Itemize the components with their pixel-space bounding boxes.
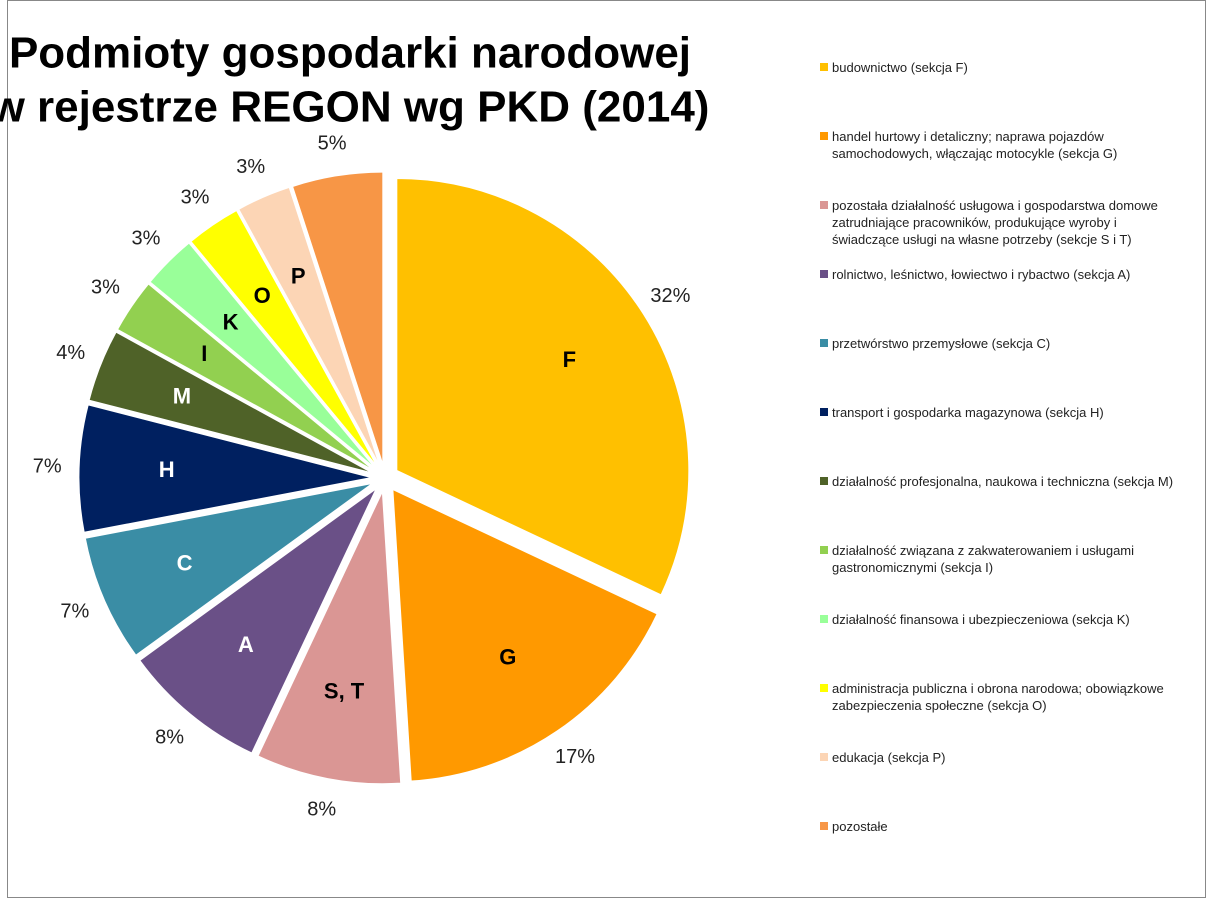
legend-label: działalność finansowa i ubezpieczeniowa …: [832, 612, 1130, 627]
slice-code: A: [238, 632, 254, 657]
data-label: 5%: [318, 132, 347, 154]
slice-code: H: [159, 457, 175, 482]
legend-swatch: [820, 339, 828, 347]
pie-slice: [149, 242, 376, 469]
data-label: 4%: [56, 342, 85, 364]
slice-code: C: [177, 551, 193, 576]
slice-code: I: [201, 341, 207, 366]
pie-slice: [139, 488, 377, 754]
slice-code: G: [499, 644, 516, 669]
pie-slice: [291, 171, 384, 465]
legend-item: pozostałe: [820, 818, 1180, 835]
legend-swatch: [820, 615, 828, 623]
legend-swatch: [820, 684, 828, 692]
legend-item: handel hurtowy i detaliczny; naprawa poj…: [820, 128, 1180, 162]
legend-swatch: [820, 477, 828, 485]
pie-slice: [190, 209, 378, 467]
legend-label: działalność profesjonalna, naukowa i tec…: [832, 474, 1174, 489]
legend-swatch: [820, 753, 828, 761]
legend-label: przetwórstwo przemysłowe (sekcja C): [832, 336, 1051, 351]
legend-label: pozostałe: [832, 819, 888, 834]
chart-title: Podmioty gospodarki narodowej: [9, 29, 691, 78]
pie-slice: [257, 491, 402, 785]
slice-code: M: [173, 383, 191, 408]
pie-slice: [88, 331, 373, 474]
data-label: 3%: [132, 227, 161, 249]
legend-label: edukacja (sekcja P): [832, 750, 946, 765]
legend-swatch: [820, 201, 828, 209]
legend-item: pozostała działalność usługowa i gospoda…: [820, 197, 1180, 248]
slice-code: F: [563, 347, 576, 372]
data-label: 8%: [155, 727, 184, 749]
legend-label: transport i gospodarka magazynowa (sekcj…: [832, 405, 1104, 420]
data-label: 3%: [236, 156, 265, 178]
legend-swatch: [820, 270, 828, 278]
legend-swatch: [820, 408, 828, 416]
pie-slice: [392, 488, 658, 782]
chart-title: w rejestrze REGON wg PKD (2014): [0, 83, 709, 132]
slice-code: K: [223, 309, 239, 334]
legend-label: pozostała działalność usługowa i gospoda…: [832, 198, 1158, 247]
legend-label: rolnictwo, leśnictwo, łowiectwo i rybact…: [832, 267, 1131, 282]
legend-item: działalność związana z zakwaterowaniem i…: [820, 542, 1180, 576]
legend-item: edukacja (sekcja P): [820, 749, 1180, 766]
legend-swatch: [820, 63, 828, 71]
legend-item: przetwórstwo przemysłowe (sekcja C): [820, 335, 1180, 352]
legend-item: transport i gospodarka magazynowa (sekcj…: [820, 404, 1180, 421]
legend-swatch: [820, 132, 828, 140]
legend-item: budownictwo (sekcja F): [820, 59, 1180, 76]
data-label: 32%: [650, 285, 690, 307]
slice-code: S, T: [324, 678, 365, 703]
data-label: 7%: [60, 601, 89, 623]
legend-item: rolnictwo, leśnictwo, łowiectwo i rybact…: [820, 266, 1180, 283]
pie-slice: [116, 283, 374, 471]
legend-label: budownictwo (sekcja F): [832, 60, 968, 75]
pie-slice: [396, 177, 690, 596]
data-label: 7%: [33, 456, 62, 478]
legend-item: działalność profesjonalna, naukowa i tec…: [820, 473, 1180, 490]
legend-label: administracja publiczna i obrona narodow…: [832, 681, 1164, 713]
pie-slice: [84, 483, 373, 656]
legend-label: działalność związana z zakwaterowaniem i…: [832, 543, 1135, 575]
legend-item: administracja publiczna i obrona narodow…: [820, 680, 1180, 714]
pie-slice: [238, 186, 380, 466]
slice-code: P: [291, 263, 306, 288]
slice-code: O: [254, 283, 271, 308]
legend-swatch: [820, 546, 828, 554]
data-label: 3%: [91, 276, 120, 298]
data-label: 17%: [555, 746, 595, 768]
legend-label: handel hurtowy i detaliczny; naprawa poj…: [832, 129, 1118, 161]
data-label: 3%: [181, 187, 210, 209]
legend-swatch: [820, 822, 828, 830]
pie-slice: [78, 404, 372, 533]
data-label: 8%: [307, 798, 336, 820]
legend-item: działalność finansowa i ubezpieczeniowa …: [820, 611, 1180, 628]
